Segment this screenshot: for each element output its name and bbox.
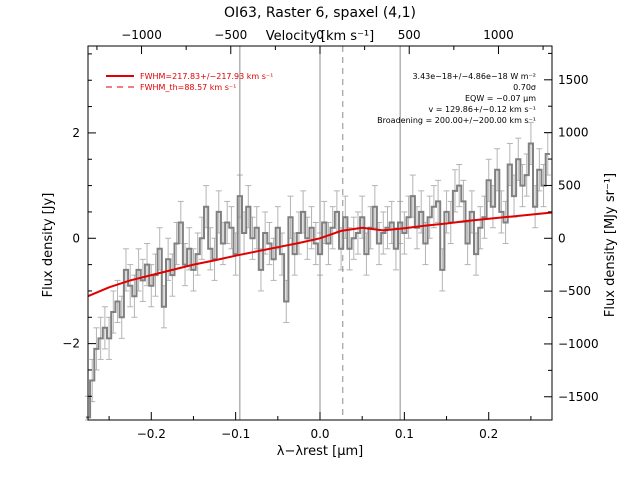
right-tick-label-2: −500 [558, 284, 591, 298]
data-series-spectrum [85, 142, 550, 419]
legend-label-fwhm-th: FWHM_th=88.57 km s⁻¹ [140, 83, 236, 92]
annotation-flux: 3.43e−18+/−4.86e−18 W m⁻² [412, 72, 536, 81]
fit-series-model [87, 211, 553, 298]
x-tick-label-3: 0.1 [395, 427, 414, 441]
y-tick-label-0: −2 [62, 337, 80, 351]
right-tick-label-5: 1000 [558, 126, 589, 140]
axis-ticks [88, 46, 552, 420]
right-axis-label: Flux density [MJy sr⁻¹] [603, 173, 618, 317]
legend-label-fwhm: FWHM=217.83+/−217.93 km s⁻¹ [140, 72, 273, 81]
annotation-broadening: Broadening = 200.00+/−200.00 km s⁻¹ [377, 116, 536, 125]
right-tick-label-0: −1500 [558, 390, 599, 404]
annotation-eqw: EQW = −0.07 μm [465, 94, 536, 103]
right-tick-label-3: 0 [558, 231, 566, 245]
top-axis-label: Velocity [km s⁻¹] [266, 29, 374, 44]
top-tick-label-2: 0 [316, 28, 324, 42]
y-tick-label-2: 2 [72, 126, 80, 140]
right-tick-label-6: 1500 [558, 73, 589, 87]
top-tick-label-3: 500 [398, 28, 421, 42]
annotation-sigma: 0.70σ [513, 83, 536, 92]
legend: FWHM=217.83+/−217.93 km s⁻¹ FWHM_th=88.5… [106, 72, 273, 92]
error-bars [85, 121, 551, 421]
y-axis-label: Flux density [Jy] [41, 193, 56, 298]
annotation-velocity: v = 129.86+/−0.12 km s⁻¹ [428, 105, 536, 114]
right-tick-label-1: −1000 [558, 337, 599, 351]
x-tick-label-2: 0.0 [310, 427, 329, 441]
right-tick-label-4: 500 [558, 178, 581, 192]
x-tick-label-0: −0.2 [137, 427, 166, 441]
annotations: 3.43e−18+/−4.86e−18 W m⁻² 0.70σ EQW = −0… [377, 72, 536, 125]
top-tick-label-0: −1000 [121, 28, 162, 42]
chart-title: OI63, Raster 6, spaxel (4,1) [224, 5, 416, 21]
tick-labels: −0.2 −0.1 0.0 0.1 0.2 −1000 −500 0 500 1000 −2 0 2 −1… [62, 28, 598, 441]
y-tick-label-1: 0 [72, 231, 80, 245]
x-axis-label: λ−λrest [μm] [277, 444, 363, 459]
top-tick-label-4: 1000 [483, 28, 514, 42]
x-tick-label-4: 0.2 [479, 427, 498, 441]
x-tick-label-1: −0.1 [221, 427, 250, 441]
top-tick-label-1: −500 [214, 28, 247, 42]
reference-lines [239, 46, 401, 420]
